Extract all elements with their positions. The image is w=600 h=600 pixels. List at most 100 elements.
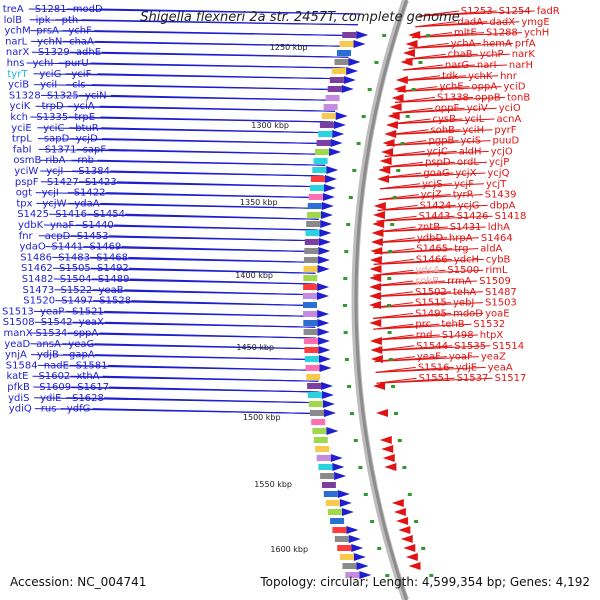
reverse-gene-label: yebJ bbox=[453, 298, 474, 309]
reverse-gene-label: yciD bbox=[504, 82, 526, 93]
reverse-gene-label: S1503 bbox=[485, 298, 517, 309]
forward-gene-label: S1504 bbox=[60, 274, 92, 285]
reverse-connector bbox=[384, 150, 489, 157]
forward-gene-label: yeaX bbox=[79, 317, 104, 328]
forward-connector bbox=[110, 94, 338, 101]
forward-gene-label: S1520 bbox=[23, 296, 55, 307]
reverse-feature-arrow bbox=[395, 76, 408, 84]
forward-connector bbox=[101, 127, 331, 134]
reverse-gene-label: ycjC bbox=[427, 146, 448, 157]
reverse-gene-label: narK bbox=[512, 49, 536, 60]
reverse-gene-label: prc bbox=[415, 319, 431, 330]
category-block bbox=[315, 149, 329, 155]
genes-label: Genes: bbox=[509, 575, 552, 589]
forward-feature-arrow bbox=[317, 283, 330, 291]
reverse-feature-arrow bbox=[391, 94, 404, 102]
reverse-feature-arrow bbox=[384, 130, 397, 138]
forward-gene-label: S1335 bbox=[36, 112, 68, 123]
reverse-feature-arrow bbox=[370, 247, 383, 255]
category-block bbox=[308, 194, 323, 200]
category-block bbox=[334, 59, 349, 65]
reverse-gene-label: S1516 bbox=[418, 362, 450, 373]
reverse-gene-label: yoaE bbox=[485, 308, 509, 319]
forward-feature-arrow bbox=[323, 184, 336, 192]
reverse-feature-arrow bbox=[405, 553, 418, 561]
reverse-gene-label: ycjZ bbox=[421, 190, 442, 201]
category-block bbox=[312, 428, 327, 434]
reverse-gene-label: yciH bbox=[462, 125, 484, 136]
forward-gene-label: yciW bbox=[14, 166, 38, 177]
reverse-gene-label: S1431 bbox=[450, 222, 482, 233]
forward-gene-label: yciE bbox=[11, 123, 32, 134]
forward-gene-label: S1473 bbox=[23, 285, 55, 296]
forward-gene-label: cls bbox=[72, 80, 86, 91]
category-block bbox=[303, 293, 317, 299]
forward-gene-label: sppA bbox=[74, 328, 99, 339]
marker-dot bbox=[411, 88, 416, 91]
reverse-connector bbox=[381, 172, 486, 179]
reverse-feature-arrow bbox=[408, 562, 421, 570]
category-block bbox=[311, 419, 326, 425]
forward-gene-label: katE bbox=[7, 371, 29, 382]
reverse-gene-label: ydcH bbox=[454, 254, 479, 265]
forward-gene-label: treA bbox=[3, 4, 24, 15]
marker-dot bbox=[421, 547, 426, 550]
forward-connector bbox=[100, 116, 333, 123]
forward-feature-arrow bbox=[353, 40, 366, 48]
marker-dot bbox=[390, 223, 395, 226]
forward-connector bbox=[98, 8, 362, 15]
reverse-feature-arrow bbox=[377, 175, 390, 183]
marker-dot bbox=[387, 277, 392, 280]
reverse-gene-label: rimL bbox=[485, 265, 508, 276]
forward-gene-label: trpD bbox=[42, 101, 64, 112]
reverse-gene-label: rnd bbox=[416, 330, 433, 341]
forward-connector bbox=[92, 84, 341, 91]
reverse-gene-label: hnr bbox=[500, 71, 518, 82]
reverse-connector bbox=[415, 21, 520, 28]
forward-gene-label: yciN bbox=[85, 90, 107, 101]
forward-feature-arrow bbox=[346, 526, 359, 534]
forward-feature-arrow bbox=[333, 121, 346, 129]
reverse-gene-label: S1535 bbox=[454, 341, 486, 352]
reverse-feature-arrow bbox=[369, 337, 382, 345]
forward-gene-label: nadE bbox=[44, 360, 69, 371]
reverse-feature-arrow bbox=[408, 31, 421, 39]
reverse-feature-arrow bbox=[369, 301, 382, 309]
forward-gene-label: sapF bbox=[83, 144, 107, 155]
marker-dot bbox=[400, 142, 405, 145]
category-block bbox=[321, 113, 336, 119]
forward-feature-arrow bbox=[330, 139, 343, 147]
forward-gene-label: gapA bbox=[69, 350, 95, 361]
reverse-gene-label: puuD bbox=[493, 136, 520, 147]
forward-connector bbox=[92, 408, 322, 415]
reverse-gene-label: ycjP bbox=[489, 157, 509, 168]
forward-gene-label: btuR bbox=[75, 123, 99, 134]
reverse-gene-label: S1443 bbox=[419, 211, 451, 222]
marker-dot bbox=[346, 223, 351, 226]
forward-gene-label: ipk bbox=[36, 15, 51, 26]
category-block bbox=[304, 347, 319, 353]
reverse-feature-arrow bbox=[393, 508, 406, 516]
category-block bbox=[307, 203, 322, 209]
forward-connector bbox=[108, 235, 318, 242]
forward-gene-label: S1528 bbox=[99, 296, 131, 307]
forward-gene-label: rus bbox=[41, 404, 57, 415]
marker-dot bbox=[348, 196, 353, 199]
reverse-gene-label: S1487 bbox=[485, 287, 517, 298]
forward-gene-label: purU bbox=[65, 58, 89, 69]
category-block bbox=[307, 383, 322, 389]
forward-gene-label: osmB bbox=[13, 155, 41, 166]
category-block bbox=[320, 473, 335, 479]
forward-gene-label: S1542 bbox=[41, 317, 73, 328]
forward-connector bbox=[116, 181, 323, 188]
reverse-gene-label: htpX bbox=[480, 330, 504, 341]
reverse-gene-label: pspD bbox=[425, 157, 451, 168]
forward-connector bbox=[110, 170, 324, 177]
forward-gene-label: narX bbox=[6, 47, 30, 58]
reverse-feature-arrow bbox=[372, 220, 385, 228]
forward-gene-label: S1469 bbox=[90, 242, 122, 253]
category-block bbox=[345, 572, 360, 578]
category-block bbox=[306, 374, 321, 380]
reverse-gene-label: yoaF bbox=[449, 352, 473, 363]
reverse-gene-label: ycjX bbox=[455, 168, 476, 179]
